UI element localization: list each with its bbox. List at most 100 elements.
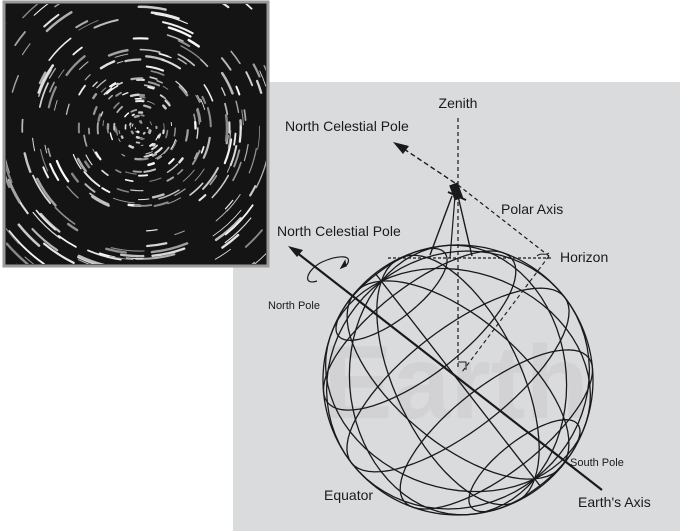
star-trail (224, 113, 229, 142)
star-trail (23, 152, 32, 174)
star-trails-photo (2, 0, 270, 319)
star-trail (105, 247, 128, 254)
star-trail (102, 120, 105, 127)
star-trail (200, 98, 205, 110)
star-trail (196, 94, 202, 103)
star-trail (32, 211, 61, 239)
star-trail (177, 57, 187, 65)
star-trail (16, 263, 18, 264)
star-trail (245, 71, 254, 87)
star-trail (147, 81, 161, 87)
star-trail (42, 166, 50, 179)
star-trail (132, 170, 143, 173)
star-trail (142, 131, 146, 135)
star-trail (89, 192, 110, 205)
star-trail (128, 144, 135, 149)
star-trail (167, 197, 182, 205)
star-trail (243, 143, 249, 162)
star-trail (157, 133, 162, 139)
star-trail (17, 223, 41, 247)
star-trail (39, 212, 61, 233)
star-trail (24, 256, 35, 264)
star-trail (121, 153, 126, 157)
star-trail (140, 138, 145, 141)
star-trail (224, 204, 254, 236)
star-trail (112, 309, 159, 311)
star-trail (230, 50, 241, 65)
star-trail (54, 99, 58, 111)
star-trail (195, 94, 201, 103)
star-trail (224, 199, 234, 210)
star-trail (156, 155, 163, 160)
star-trail (94, 151, 102, 161)
star-trail (49, 81, 55, 93)
star-trail (57, 235, 77, 248)
star-trail (129, 290, 162, 291)
north-celestial-pole-top-label: North Celestial Pole (285, 118, 409, 134)
star-trail (166, 163, 179, 174)
star-trail (190, 276, 208, 283)
star-trail (263, 64, 266, 72)
star-trail (6, 227, 20, 245)
star-trail (116, 61, 124, 64)
star-trail (83, 170, 101, 188)
star-trail (87, 249, 122, 261)
star-trail (178, 157, 184, 164)
north-pole-label: North Pole (268, 300, 320, 312)
star-trail (150, 242, 189, 254)
star-trail (200, 58, 209, 68)
star-trail (48, 67, 57, 79)
star-trail (255, 160, 266, 189)
star-trail (209, 174, 218, 186)
star-trail (253, 252, 266, 264)
polar-axis-line (457, 184, 550, 257)
star-trail (8, 179, 21, 203)
star-trail (38, 71, 47, 85)
star-trail (178, 85, 189, 97)
star-trail (130, 77, 144, 81)
star-trail (119, 253, 145, 258)
star-trail (235, 85, 241, 96)
star-trail (203, 84, 214, 102)
star-trail (31, 227, 59, 252)
star-trail (124, 178, 134, 182)
star-trail (146, 100, 155, 105)
zenith-label: Zenith (439, 95, 478, 111)
star-trail (220, 57, 232, 71)
star-trail (21, 43, 31, 56)
star-trail (124, 112, 130, 118)
star-trail (162, 104, 167, 110)
star-trail (43, 242, 75, 264)
star-trail (148, 129, 152, 135)
south-pole-label: South Pole (570, 457, 624, 469)
star-trail (249, 185, 257, 197)
star-trail (166, 34, 184, 42)
star-trail (163, 146, 170, 154)
star-trail (37, 64, 55, 94)
star-trail (143, 84, 156, 89)
star-trail (158, 189, 180, 200)
star-trail (155, 155, 161, 160)
star-trail (259, 70, 266, 87)
star-trail (124, 58, 142, 63)
star-trail (92, 106, 98, 116)
star-trail (153, 201, 169, 208)
star-trail (214, 217, 242, 242)
star-trail (70, 172, 80, 183)
star-trail (32, 174, 52, 205)
star-trail (105, 316, 123, 319)
star-trail (155, 272, 178, 276)
star-trail (97, 287, 111, 290)
star-trail (6, 242, 29, 264)
star-trail (78, 84, 86, 96)
star-trail (168, 158, 175, 165)
star-trail (211, 174, 230, 199)
star-trail (251, 261, 256, 264)
star-trail (28, 276, 56, 293)
star-trail (146, 242, 168, 248)
star-trail (202, 136, 211, 159)
star-trail (84, 183, 96, 193)
star-trail (93, 19, 119, 29)
star-trail (66, 185, 79, 199)
rotation-arrow-icon (307, 256, 349, 283)
